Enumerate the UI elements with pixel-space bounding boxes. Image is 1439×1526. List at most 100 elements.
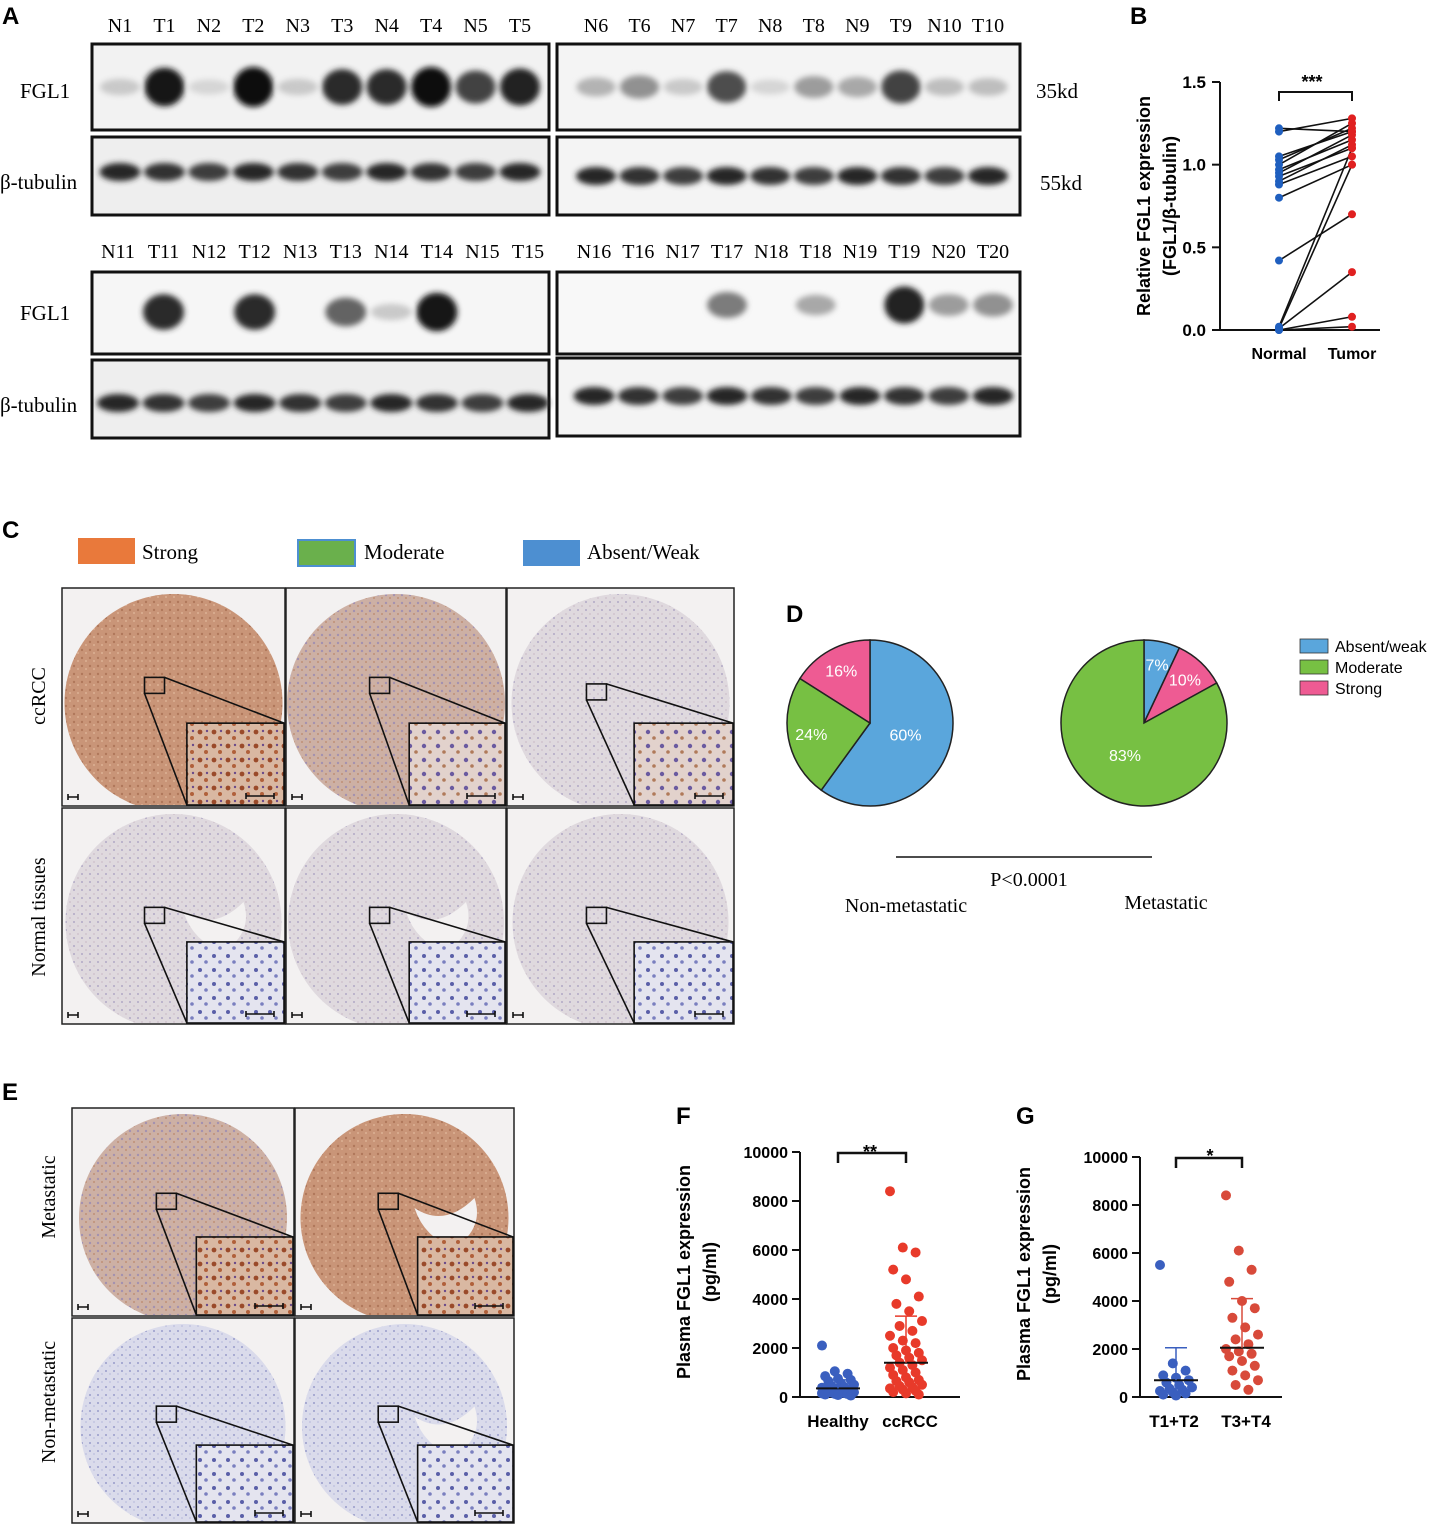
lane-label: T3 xyxy=(331,15,353,37)
tissue-core-image xyxy=(506,587,735,807)
scale-bar xyxy=(300,1304,312,1310)
chart-g-significance: * xyxy=(1206,1146,1213,1166)
scale-bar-inset xyxy=(254,1303,284,1309)
data-point xyxy=(1237,1356,1247,1366)
fgl1-band xyxy=(619,75,660,99)
data-point xyxy=(910,1247,921,1258)
tissue-core-image xyxy=(294,1107,515,1317)
scale-bar-inset xyxy=(254,1510,284,1516)
tumor-point xyxy=(1348,119,1356,128)
data-point xyxy=(888,1264,899,1275)
tubulin-band xyxy=(967,167,1009,185)
data-point xyxy=(1253,1329,1263,1340)
tubulin-band xyxy=(839,387,881,405)
scale-bar xyxy=(512,794,524,800)
tubulin-band xyxy=(99,163,141,181)
fgl1-band xyxy=(325,297,367,327)
tubulin-band xyxy=(793,167,834,185)
data-point xyxy=(901,1388,911,1399)
tubulin-band xyxy=(321,163,363,181)
tubulin-band xyxy=(415,394,458,412)
fgl1-band xyxy=(366,69,407,105)
data-point xyxy=(901,1274,911,1285)
chart-b-category-tumor: Tumor xyxy=(1328,346,1377,363)
zoom-region-box xyxy=(368,676,391,695)
lane-label: T16 xyxy=(622,241,654,263)
pair-line xyxy=(1278,122,1353,166)
fgl1-band xyxy=(924,78,965,96)
zoom-connector xyxy=(176,1405,294,1446)
lane-label: T19 xyxy=(888,241,920,263)
panel-label-b: B xyxy=(1130,3,1147,30)
fgl1-band xyxy=(144,67,185,107)
zoom-connector xyxy=(368,923,410,1024)
zoom-region-box xyxy=(143,906,166,925)
fgl1-band xyxy=(143,294,185,330)
y-tick-label: 1.5 xyxy=(1182,73,1206,92)
fgl1-band xyxy=(455,70,496,104)
zoom-region-box xyxy=(377,1192,400,1211)
zoom-region-box xyxy=(585,906,608,925)
data-point xyxy=(1180,1388,1191,1399)
data-point xyxy=(1187,1382,1197,1393)
zoom-inset xyxy=(416,1444,514,1523)
y-tick-label: 0 xyxy=(1119,1390,1128,1407)
scale-bar-inset xyxy=(474,1510,504,1516)
tubulin-band xyxy=(880,167,921,185)
pair-line xyxy=(1278,325,1353,331)
tubulin-band xyxy=(366,163,408,181)
tissue-gap xyxy=(183,902,246,952)
tissue-gap xyxy=(406,902,469,952)
lane-label: T12 xyxy=(239,241,271,263)
y-tick-label: 2000 xyxy=(1092,1342,1128,1359)
fgl1-band xyxy=(370,303,412,321)
y-tick-label: 10000 xyxy=(1084,1150,1129,1167)
data-point xyxy=(917,1379,927,1390)
zoom-connector xyxy=(585,923,635,1024)
y-tick-label: 8000 xyxy=(1092,1198,1128,1215)
lane-label: T13 xyxy=(330,241,362,263)
fgl1-band xyxy=(322,69,363,105)
chart-b: 0.0 0.5 1.0 1.5 Relative FGL1 expression (F… xyxy=(1134,72,1380,363)
lane-label: T10 xyxy=(972,15,1004,37)
lane-label: N20 xyxy=(931,241,965,263)
zoom-inset xyxy=(408,941,506,1024)
protein-label-fgl1-lower: FGL1 xyxy=(20,301,70,325)
zoom-connector xyxy=(143,693,188,806)
data-point xyxy=(891,1298,902,1309)
fgl1-band xyxy=(277,78,318,96)
panel-label-a: A xyxy=(2,3,19,30)
lane-label: N3 xyxy=(286,15,310,37)
lane-label: T7 xyxy=(716,15,738,37)
chart-d-pie-name-non-metastatic: Non-metastatic xyxy=(845,895,967,917)
data-point xyxy=(1253,1375,1263,1386)
chart-f-ylabel-line1: Plasma FGL1 expression xyxy=(674,1165,694,1379)
fgl1-band xyxy=(968,78,1008,96)
zoom-region-box xyxy=(585,683,608,701)
chart-d-legend-moderate: Moderate xyxy=(1335,660,1403,677)
y-tick-label: 6000 xyxy=(1092,1246,1128,1263)
tissue-core-image xyxy=(61,587,286,807)
lane-label: N14 xyxy=(374,241,408,263)
tissue-core-image xyxy=(294,1317,515,1524)
tissue-core-image xyxy=(285,807,507,1025)
scale-bar xyxy=(67,794,79,800)
tubulin-band xyxy=(370,394,413,412)
tumor-point xyxy=(1348,312,1356,321)
data-point xyxy=(1233,1346,1244,1357)
data-point xyxy=(885,1330,895,1341)
chart-d-legend-swatch-absent-weak xyxy=(1299,638,1329,654)
legend-label-moderate: Moderate xyxy=(364,540,444,564)
normal-point xyxy=(1275,180,1283,189)
tubulin-band xyxy=(410,163,452,181)
tubulin-band xyxy=(706,387,748,405)
zoom-connector xyxy=(397,1405,514,1446)
tubulin-band xyxy=(232,163,274,181)
pair-line xyxy=(1278,134,1353,174)
tubulin-band xyxy=(499,163,541,181)
tumor-point xyxy=(1348,210,1356,219)
zoom-inset xyxy=(633,722,734,806)
zoom-connector xyxy=(389,676,506,724)
lane-label: T9 xyxy=(890,15,912,37)
tubulin-band xyxy=(507,394,549,412)
